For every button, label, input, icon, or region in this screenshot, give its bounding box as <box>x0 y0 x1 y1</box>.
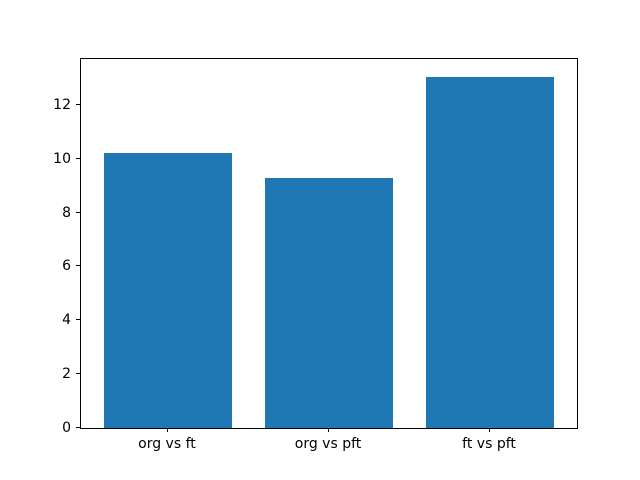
x-tick-mark <box>328 428 329 432</box>
y-tick-label: 6 <box>62 258 71 275</box>
x-tick-mark <box>489 428 491 432</box>
bar-org-vs-ft <box>103 153 233 428</box>
y-tick-mark <box>76 211 80 213</box>
y-tick-label: 0 <box>62 420 71 436</box>
y-tick-label: 8 <box>62 204 71 221</box>
bar-ft-vs-pft <box>425 76 555 428</box>
y-tick-mark <box>76 265 80 267</box>
y-tick-label: 12 <box>53 96 71 113</box>
y-tick-mark <box>76 319 80 321</box>
y-tick-label: 2 <box>62 366 71 383</box>
y-tick-mark <box>76 373 80 375</box>
x-tick-mark <box>166 428 168 432</box>
y-tick-label: 10 <box>53 150 71 167</box>
y-tick-mark <box>76 103 80 105</box>
x-tick-label: ft vs pft <box>462 436 516 452</box>
x-tick-label: org vs ft <box>138 436 196 452</box>
y-tick-mark <box>76 427 80 428</box>
bar-org-vs-pft <box>264 177 394 428</box>
x-tick-label: org vs pft <box>294 436 362 452</box>
y-tick-label: 4 <box>62 312 71 329</box>
plot-area <box>80 58 578 429</box>
y-tick-mark <box>76 157 80 159</box>
